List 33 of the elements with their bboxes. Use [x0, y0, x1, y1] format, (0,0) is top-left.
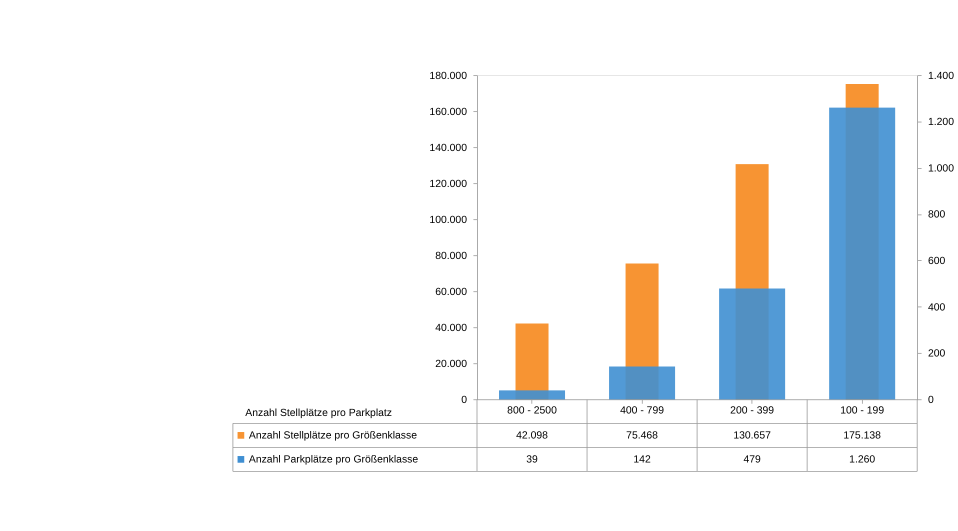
y2-tick-label: 1.200 [928, 117, 954, 128]
y-tick-label: 20.000 [435, 358, 468, 370]
data-label: 142 [633, 454, 651, 466]
y-tick-label: 60.000 [435, 286, 468, 298]
data-label: 75.468 [626, 430, 658, 442]
data-label: 42.098 [516, 430, 548, 442]
y-tick-label: 40.000 [435, 322, 468, 334]
y-tick-label: 120.000 [429, 178, 468, 190]
x-tick-label: 400 - 799 [620, 405, 664, 416]
data-label: 479 [743, 454, 761, 466]
y-tick-label: 180.000 [429, 70, 468, 82]
y2-tick-label: 200 [928, 348, 946, 360]
x-tick-label: 200 - 399 [730, 405, 774, 416]
y-tick-label: 100.000 [429, 214, 468, 226]
x-axis-title: Anzahl Stellplätze pro Parkplatz [245, 408, 392, 419]
y-tick-label: 0 [461, 394, 468, 406]
data-label: 1.260 [849, 454, 876, 466]
y2-tick-label: 0 [928, 394, 934, 406]
y2-tick-label: 400 [928, 302, 946, 314]
data-label: 175.138 [843, 430, 882, 442]
y2-tick-label: 600 [928, 256, 946, 268]
y2-tick-label: 1.400 [928, 70, 954, 82]
y-tick-label: 140.000 [429, 142, 468, 154]
x-tick-label: 800 - 2500 [507, 405, 558, 416]
y-tick-label: 80.000 [435, 250, 468, 262]
legend-label: Anzahl Parkplätze pro Größenklasse [248, 454, 418, 466]
y2-tick-label: 800 [928, 210, 946, 221]
y-tick-label: 160.000 [429, 106, 468, 118]
data-label: 130.657 [733, 430, 772, 442]
legend-label: Anzahl Stellplätze pro Größenklasse [248, 430, 418, 442]
x-tick-label: 100 - 199 [840, 405, 884, 416]
data-label: 39 [526, 454, 538, 466]
y2-tick-label: 1.000 [928, 163, 954, 174]
